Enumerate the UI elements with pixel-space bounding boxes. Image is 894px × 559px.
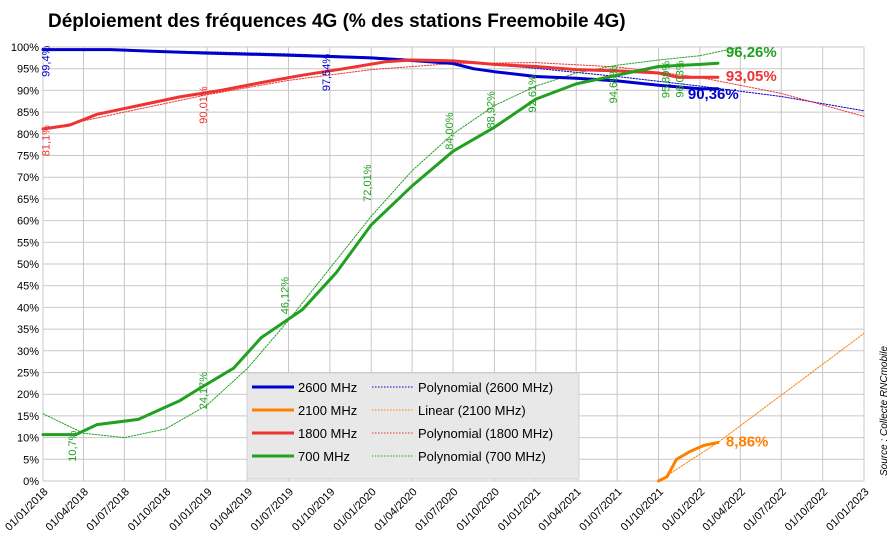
- y-tick-label: 20%: [17, 389, 39, 401]
- grid: [42, 46, 865, 482]
- y-tick-label: 70%: [17, 172, 39, 184]
- legend-label: Polynomial (700 MHz): [418, 449, 546, 464]
- data-label: 84,00%: [444, 112, 456, 150]
- series-lines: [41, 46, 865, 483]
- y-tick-label: 0%: [23, 476, 39, 488]
- y-tick-label: 45%: [17, 281, 39, 293]
- x-tick-label: 01/01/2023: [824, 486, 871, 533]
- x-tick-label: 01/01/2019: [167, 486, 214, 533]
- chart-title: Déploiement des fréquences 4G (% des sta…: [48, 11, 626, 32]
- data-label: 96,03%: [674, 60, 686, 98]
- x-tick-label: 01/04/2019: [208, 486, 255, 533]
- legend-box: [246, 372, 580, 480]
- data-label: 94,69%: [608, 66, 620, 104]
- y-tick-label: 15%: [17, 411, 39, 423]
- series-line-2600-mhz: [41, 48, 720, 91]
- data-label: 92,61%: [527, 75, 539, 113]
- series-line-1800-mhz: [41, 58, 720, 131]
- y-tick-label: 25%: [17, 368, 39, 380]
- legend-label: 1800 MHz: [298, 426, 357, 441]
- y-tick-label: 65%: [17, 194, 39, 206]
- y-tick-label: 90%: [17, 85, 39, 97]
- y-tick-label: 75%: [17, 151, 39, 163]
- legend-label: Polynomial (1800 MHz): [418, 426, 553, 441]
- data-label: 72,01%: [362, 164, 374, 202]
- end-label: 96,26%: [726, 44, 777, 61]
- end-label: 8,86%: [726, 434, 769, 451]
- y-tick-label: 80%: [17, 129, 39, 141]
- x-tick-label: 01/01/2020: [331, 486, 378, 533]
- x-tick-label: 01/10/2018: [126, 486, 173, 533]
- y-tick-label: 10%: [17, 433, 39, 445]
- x-tick-label: 01/04/2020: [372, 486, 419, 533]
- y-axis-ticks: 0% 5% 10% 15% 20% 25% 30% 35% 40% 45% 50% 55% 60% 65%…: [11, 42, 39, 488]
- x-axis-ticks: 01/01/201801/04/201801/07/201801/10/2018…: [3, 486, 871, 533]
- data-label: 88,92%: [485, 91, 497, 129]
- data-label: 95,89%: [660, 61, 672, 99]
- x-tick-label: 01/10/2022: [783, 486, 830, 533]
- series-line-700-mhz: [41, 61, 720, 437]
- y-tick-label: 60%: [17, 216, 39, 228]
- series-line-2100-mhz: [657, 441, 720, 483]
- legend-label: Polynomial (2600 MHz): [418, 380, 553, 395]
- end-label: 90,36%: [688, 86, 739, 103]
- legend-label: 2100 MHz: [298, 403, 357, 418]
- y-tick-label: 35%: [17, 324, 39, 336]
- x-tick-label: 01/01/2022: [660, 486, 707, 533]
- x-tick-label: 01/04/2022: [701, 486, 748, 533]
- data-label: 10,7%: [67, 430, 79, 461]
- x-tick-label: 01/01/2018: [3, 486, 50, 533]
- x-tick-label: 01/10/2021: [619, 486, 666, 533]
- y-tick-label: 100%: [11, 42, 39, 54]
- legend-label: 700 MHz: [298, 449, 350, 464]
- data-label: 24,17%: [198, 372, 210, 410]
- x-tick-label: 01/01/2021: [496, 486, 543, 533]
- y-tick-label: 5%: [23, 454, 39, 466]
- legend-label: Linear (2100 MHz): [418, 403, 526, 418]
- y-tick-label: 85%: [17, 107, 39, 119]
- y-tick-label: 95%: [17, 64, 39, 76]
- end-label: 93,05%: [726, 68, 777, 85]
- x-tick-label: 01/07/2019: [249, 486, 296, 533]
- x-tick-label: 01/07/2022: [741, 486, 788, 533]
- x-tick-label: 01/07/2020: [413, 486, 460, 533]
- series-line-polynomial-700-mhz: [42, 46, 741, 439]
- y-tick-label: 30%: [17, 346, 39, 358]
- data-label: 90,01%: [198, 86, 210, 124]
- legend: 2600 MHz Polynomial (2600 MHz) 2100 MHz Lin…: [246, 372, 580, 480]
- data-label: 97,54%: [321, 54, 333, 92]
- data-labels: 99,4% 81,1% 10,7% 90,01% 24,17% 46,12% 97,54% 7…: [40, 44, 776, 462]
- y-tick-label: 40%: [17, 302, 39, 314]
- x-tick-label: 01/07/2018: [85, 486, 132, 533]
- data-label: 81,1%: [40, 125, 52, 156]
- x-tick-label: 01/07/2021: [577, 486, 624, 533]
- x-tick-label: 01/04/2021: [536, 486, 583, 533]
- data-label: 99,4%: [40, 45, 52, 76]
- x-tick-label: 01/04/2018: [44, 486, 91, 533]
- source-note: Source : Collecte RNCmobile: [879, 346, 890, 476]
- x-tick-label: 01/10/2020: [455, 486, 502, 533]
- legend-label: 2600 MHz: [298, 380, 357, 395]
- data-label: 46,12%: [279, 277, 291, 315]
- y-tick-label: 55%: [17, 237, 39, 249]
- y-tick-label: 50%: [17, 259, 39, 271]
- x-tick-label: 01/10/2019: [290, 486, 337, 533]
